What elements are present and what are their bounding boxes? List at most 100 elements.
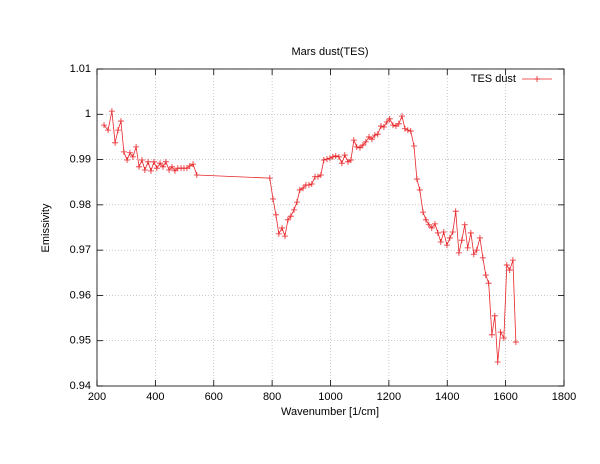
- point: [497, 329, 504, 336]
- point: [129, 153, 136, 160]
- point: [443, 242, 450, 249]
- point: [371, 132, 378, 139]
- point: [305, 181, 312, 188]
- legend-marker: [534, 76, 540, 82]
- point: [335, 153, 342, 160]
- point: [455, 249, 462, 256]
- point: [488, 331, 495, 338]
- point: [124, 157, 131, 164]
- point: [300, 185, 307, 192]
- point: [326, 155, 333, 162]
- point: [190, 161, 197, 168]
- point: [476, 234, 483, 241]
- point: [491, 312, 498, 319]
- point: [362, 138, 369, 145]
- point: [112, 139, 119, 146]
- x-tick-label: 1000: [318, 391, 342, 403]
- point: [374, 131, 381, 138]
- point: [293, 199, 300, 206]
- point: [332, 152, 339, 159]
- point: [136, 163, 143, 170]
- point: [171, 167, 178, 174]
- y-tick-label: 1.01: [70, 63, 91, 75]
- point: [145, 158, 152, 165]
- point: [350, 137, 357, 144]
- x-tick-label: 200: [88, 391, 106, 403]
- point: [428, 224, 435, 231]
- y-tick-label: 0.94: [70, 380, 91, 392]
- point: [159, 163, 166, 170]
- point: [279, 224, 286, 231]
- point: [416, 186, 423, 193]
- point: [272, 211, 279, 218]
- point: [449, 229, 456, 236]
- x-tick-label: 800: [263, 391, 281, 403]
- point: [317, 171, 324, 178]
- point: [368, 136, 375, 143]
- x-tick-label: 1600: [493, 391, 517, 403]
- point: [291, 206, 298, 213]
- series-line: [103, 111, 517, 363]
- point: [410, 142, 417, 149]
- point: [407, 128, 414, 135]
- point: [347, 157, 354, 164]
- point: [464, 244, 471, 251]
- legend-label: TES dust: [471, 73, 516, 85]
- point: [506, 267, 513, 274]
- point: [395, 120, 402, 127]
- point: [270, 195, 277, 202]
- point: [446, 234, 453, 241]
- point: [494, 358, 501, 365]
- point: [141, 166, 148, 173]
- point: [389, 122, 396, 129]
- point: [383, 118, 390, 125]
- point: [138, 157, 145, 164]
- point: [147, 167, 154, 174]
- point: [467, 229, 474, 236]
- point: [440, 229, 447, 236]
- x-tick-label: 1400: [435, 391, 459, 403]
- point: [162, 158, 169, 165]
- point: [287, 213, 294, 220]
- point: [296, 186, 303, 193]
- y-tick-label: 0.97: [70, 244, 91, 256]
- point: [329, 153, 336, 160]
- point: [380, 123, 387, 130]
- point: [115, 127, 122, 134]
- point: [117, 118, 124, 125]
- point: [323, 156, 330, 163]
- point: [157, 160, 164, 167]
- point: [425, 221, 432, 228]
- point: [485, 280, 492, 287]
- point: [404, 127, 411, 134]
- point: [399, 113, 406, 120]
- point: [108, 108, 115, 115]
- point: [470, 251, 477, 258]
- point: [482, 272, 489, 279]
- point: [320, 157, 327, 164]
- x-tick-label: 1200: [377, 391, 401, 403]
- point: [420, 209, 427, 216]
- point: [169, 163, 176, 170]
- y-tick-label: 1: [85, 108, 91, 120]
- point: [275, 230, 282, 237]
- point: [413, 176, 420, 183]
- y-tick-label: 0.99: [70, 153, 91, 165]
- point: [356, 144, 363, 151]
- point: [133, 143, 140, 150]
- point: [377, 123, 384, 130]
- y-tick-label: 0.95: [70, 335, 91, 347]
- point: [166, 166, 173, 173]
- point: [431, 220, 438, 227]
- point: [386, 115, 393, 122]
- point: [422, 216, 429, 223]
- point: [500, 334, 507, 341]
- point: [503, 262, 510, 269]
- point: [461, 221, 468, 228]
- x-tick-label: 1800: [552, 391, 576, 403]
- plot-frame: [96, 68, 565, 387]
- point: [353, 143, 360, 150]
- point: [338, 160, 345, 167]
- x-axis-label: Wavenumber [1/cm]: [281, 406, 379, 418]
